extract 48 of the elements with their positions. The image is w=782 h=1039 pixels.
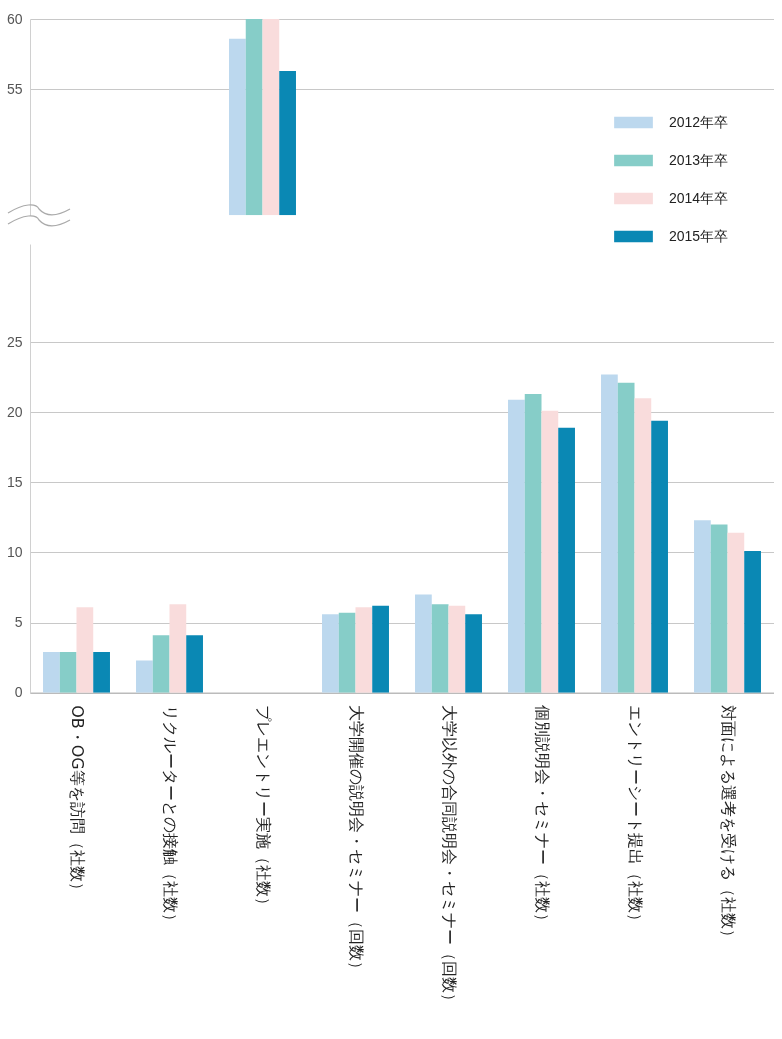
bar	[617, 382, 635, 693]
bar	[186, 635, 203, 693]
bar	[136, 660, 153, 693]
x-tick-label: 対面による選考を受ける（社数）	[718, 705, 738, 946]
y-tick-label: 25	[6, 333, 23, 350]
bar	[169, 604, 187, 693]
bar	[338, 612, 356, 693]
bar	[372, 605, 389, 693]
bar	[152, 635, 170, 693]
bar	[541, 410, 559, 693]
y-tick-label: 20	[6, 403, 23, 420]
y-tick-label: 5	[14, 614, 23, 631]
bar	[651, 420, 668, 693]
x-tick-label: 大学以外の合同説明会・セミナー（回数）	[439, 705, 459, 1010]
x-tick-label: リクルーターとの接触（社数）	[160, 705, 180, 930]
legend-label: 2012年卒	[669, 113, 729, 130]
bar	[694, 520, 711, 693]
bar	[524, 394, 542, 693]
bar	[322, 614, 339, 693]
x-tick-label: OB・OG等を訪問（社数）	[67, 705, 87, 898]
bar	[601, 374, 618, 693]
y-tick-label: 15	[6, 473, 23, 490]
bar	[727, 532, 745, 693]
bar	[431, 604, 449, 693]
bar	[710, 524, 728, 693]
y-tick-label: 10	[6, 543, 23, 560]
x-tick-label: 個別説明会・セミナー（社数）	[532, 705, 552, 930]
x-tick-label: エントリーシート提出（社数）	[625, 705, 645, 930]
bar	[59, 652, 77, 693]
bar	[355, 607, 373, 693]
x-tick-label: 大学開催の説明会・セミナー（回数）	[346, 705, 366, 978]
legend-label: 2015年卒	[669, 227, 729, 244]
bar	[744, 551, 761, 693]
bar	[465, 614, 482, 693]
x-tick-label: プレエントリー実施（社数）	[253, 705, 273, 914]
bar	[415, 594, 432, 693]
y-tick-label: 60	[6, 10, 23, 27]
bar	[76, 607, 94, 693]
legend-label: 2014年卒	[669, 189, 729, 206]
bar	[508, 399, 525, 693]
legend-label: 2013年卒	[669, 151, 729, 168]
y-tick-label: 0	[14, 684, 23, 701]
y-tick-label: 55	[6, 80, 23, 97]
bar	[93, 652, 110, 693]
bar	[558, 427, 575, 693]
bar	[634, 398, 652, 693]
bar	[43, 652, 60, 693]
bar	[448, 605, 466, 693]
